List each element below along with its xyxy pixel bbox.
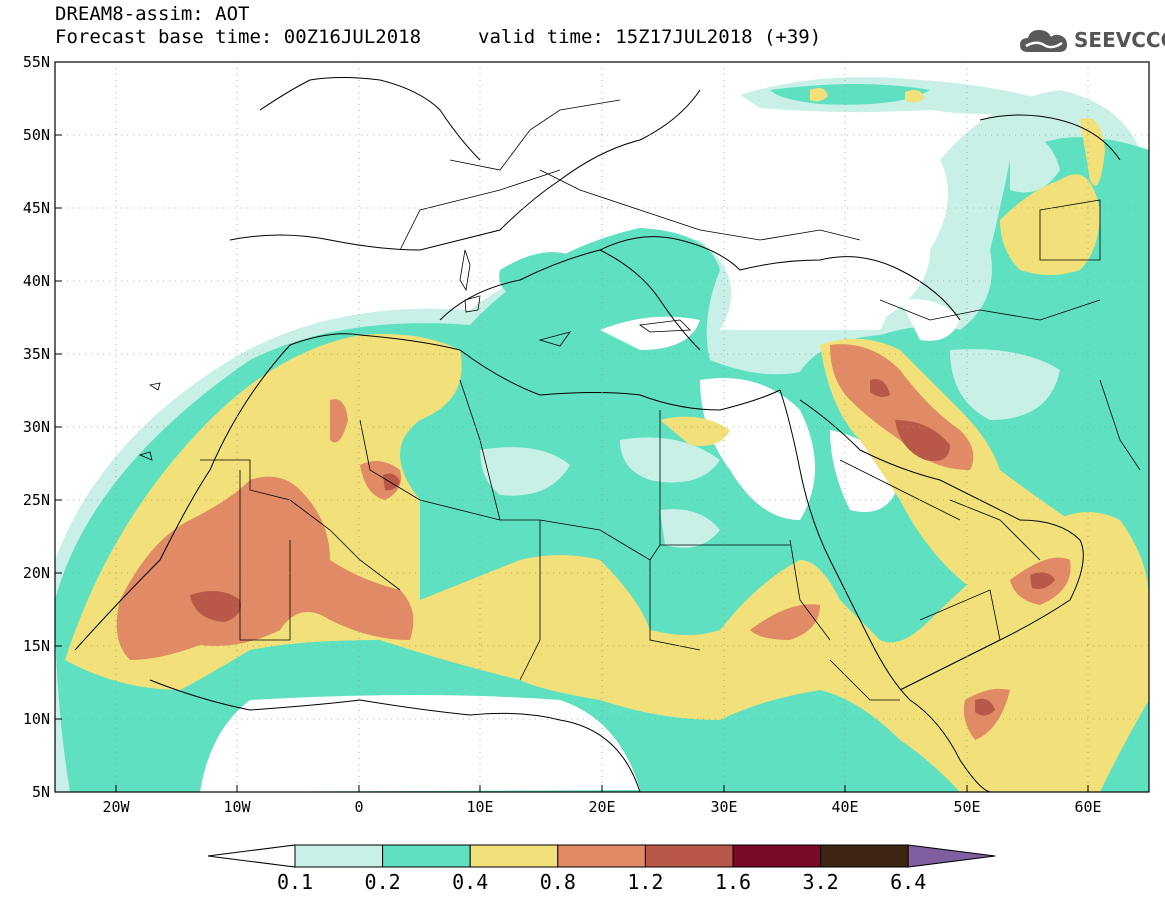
lat-label-40n: 40N: [23, 272, 50, 290]
lon-label-10e: 10E: [466, 798, 493, 816]
lon-label-20e: 20E: [588, 798, 615, 816]
islands: [138, 249, 691, 461]
coastlines: [74, 77, 1121, 792]
colorbar-label: 6.4: [890, 870, 926, 894]
lat-label-50n: 50N: [23, 126, 50, 144]
axis-ticks: [55, 61, 1089, 793]
colorbar-swatch: [382, 844, 471, 868]
colorbar-label: 0.8: [540, 870, 576, 894]
aot-band-0.1-inner: [480, 130, 1060, 548]
colorbar-label: 0.2: [365, 870, 401, 894]
colorbar-swatch: [557, 844, 646, 868]
seevccc-logo: SEEVCCC: [1018, 24, 1165, 56]
lon-label-50e: 50E: [953, 798, 980, 816]
map-title: DREAM8-assim: AOT: [55, 3, 250, 25]
lat-label-30n: 30N: [23, 418, 50, 436]
cloud-icon: [1020, 30, 1067, 52]
colorbar-swatch: [644, 844, 734, 868]
colorbar-label: 3.2: [803, 870, 839, 894]
logo-text: SEEVCCC: [1074, 28, 1165, 52]
lat-label-5n: 5N: [32, 783, 50, 801]
colorbar-swatch: [820, 844, 909, 868]
colorbar-overflow: [907, 844, 996, 868]
colorbar: 0.1 0.2 0.4 0.8 1.2 1.6 3.2 6.4: [207, 844, 996, 894]
lon-label-0: 0: [354, 798, 363, 816]
lon-label-20w: 20W: [102, 798, 130, 816]
colorbar-label: 0.1: [277, 870, 313, 894]
lat-label-35n: 35N: [23, 345, 50, 363]
colorbar-swatch: [294, 844, 384, 868]
lon-label-30e: 30E: [710, 798, 737, 816]
lon-label-40e: 40E: [831, 798, 858, 816]
valid-time: valid time: 15Z17JUL2018 (+39): [478, 26, 822, 48]
lat-labels: 55N 50N 45N 40N 35N 30N 25N 20N 15N 10N …: [23, 53, 50, 801]
grid: [55, 62, 1149, 792]
lat-label-25n: 25N: [23, 491, 50, 509]
lat-label-10n: 10N: [23, 710, 50, 728]
colorbar-label: 0.4: [452, 870, 488, 894]
lon-label-10w: 10W: [223, 798, 251, 816]
lat-label-55n: 55N: [23, 53, 50, 71]
lat-label-15n: 15N: [23, 637, 50, 655]
lat-label-45n: 45N: [23, 199, 50, 217]
aot-band-1.2: [190, 379, 1055, 716]
lon-labels: 20W 10W 0 10E 20E 30E 40E 50E 60E: [102, 798, 1101, 816]
colorbar-label: 1.6: [715, 870, 751, 894]
lon-label-60e: 60E: [1074, 798, 1101, 816]
colorbar-swatch: [732, 844, 822, 868]
colorbar-underflow: [207, 844, 296, 868]
country-borders: [200, 99, 1141, 701]
forecast-base-time: Forecast base time: 00Z16JUL2018: [55, 26, 422, 48]
colorbar-label: 1.2: [627, 870, 663, 894]
lat-label-20n: 20N: [23, 564, 50, 582]
colorbar-swatch: [469, 844, 559, 868]
